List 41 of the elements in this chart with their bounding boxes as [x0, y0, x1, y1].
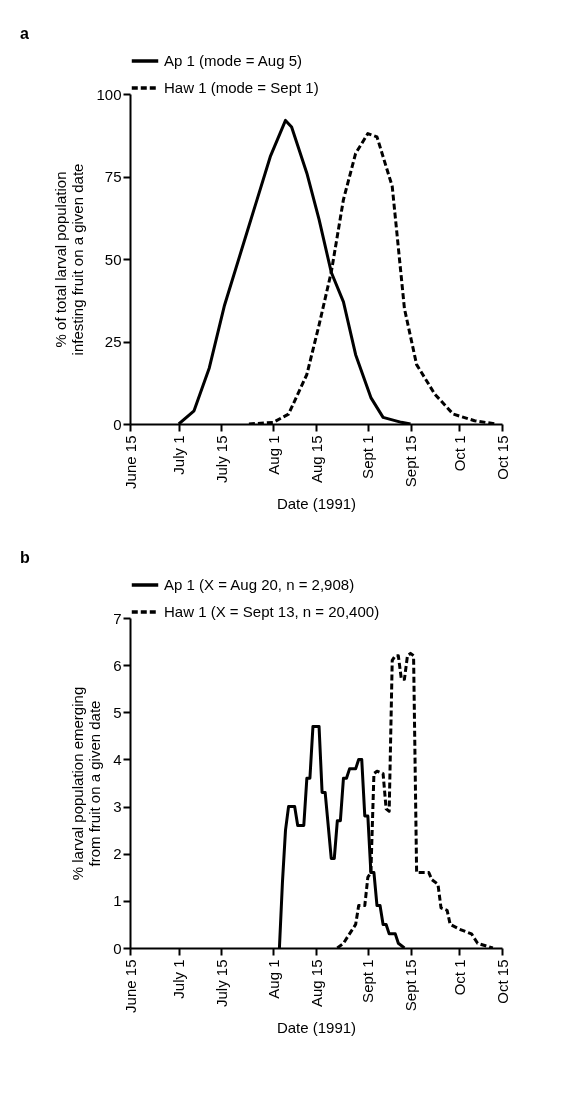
y-tick-label: 4: [113, 750, 122, 768]
x-tick-label: July 1: [170, 959, 188, 999]
legend-label: Ap 1 (X = Aug 20, n = 2,908): [164, 576, 355, 593]
y-tick-label: 100: [96, 85, 122, 103]
x-tick-label: Sept 1: [359, 435, 377, 479]
y-tick-label: 50: [104, 250, 122, 268]
legend-label: Ap 1 (mode = Aug 5): [164, 52, 303, 69]
y-tick-label: 7: [113, 609, 122, 627]
y-tick-label: 2: [113, 845, 122, 863]
y-axis-title: % larval population emerging from fruit on a given date: [69, 686, 104, 881]
y-tick-label: 6: [113, 656, 122, 674]
x-tick-label: July 1: [170, 435, 188, 475]
x-axis-title: Date (1991): [276, 1018, 357, 1036]
x-tick-label: Sept 15: [402, 435, 420, 488]
x-tick-label: June 15: [121, 435, 139, 489]
x-tick-label: Oct 1: [450, 435, 468, 472]
chart-title: b: [20, 549, 30, 566]
x-tick-label: Sept 15: [402, 959, 420, 1012]
x-tick-label: Oct 15: [493, 959, 511, 1004]
x-tick-label: Oct 15: [493, 435, 511, 480]
chart-title: a: [20, 25, 29, 42]
y-tick-label: 0: [113, 415, 122, 433]
legend-label: Haw 1 (X = Sept 13, n = 20,400): [164, 603, 380, 620]
x-tick-label: Aug 1: [264, 959, 282, 999]
x-tick-label: July 15: [212, 435, 230, 484]
y-tick-label: 75: [104, 168, 122, 185]
y-tick-label: 25: [104, 333, 122, 350]
x-axis-title: Date (1991): [276, 494, 357, 512]
x-tick-label: July 15: [212, 959, 230, 1008]
x-tick-label: Aug 15: [307, 435, 325, 484]
x-tick-label: Oct 1: [450, 959, 468, 996]
y-tick-label: 0: [113, 939, 122, 957]
x-tick-label: Aug 15: [307, 959, 325, 1008]
x-tick-label: June 15: [121, 959, 139, 1013]
y-tick-label: 1: [113, 892, 122, 910]
x-tick-label: Sept 1: [359, 959, 377, 1003]
y-tick-label: 5: [113, 703, 122, 721]
y-tick-label: 3: [113, 798, 122, 816]
y-axis-title: % of total larval population infesting fruit on a given date: [52, 163, 87, 356]
x-tick-label: Aug 1: [264, 435, 282, 475]
legend-label: Haw 1 (mode = Sept 1): [164, 79, 319, 96]
